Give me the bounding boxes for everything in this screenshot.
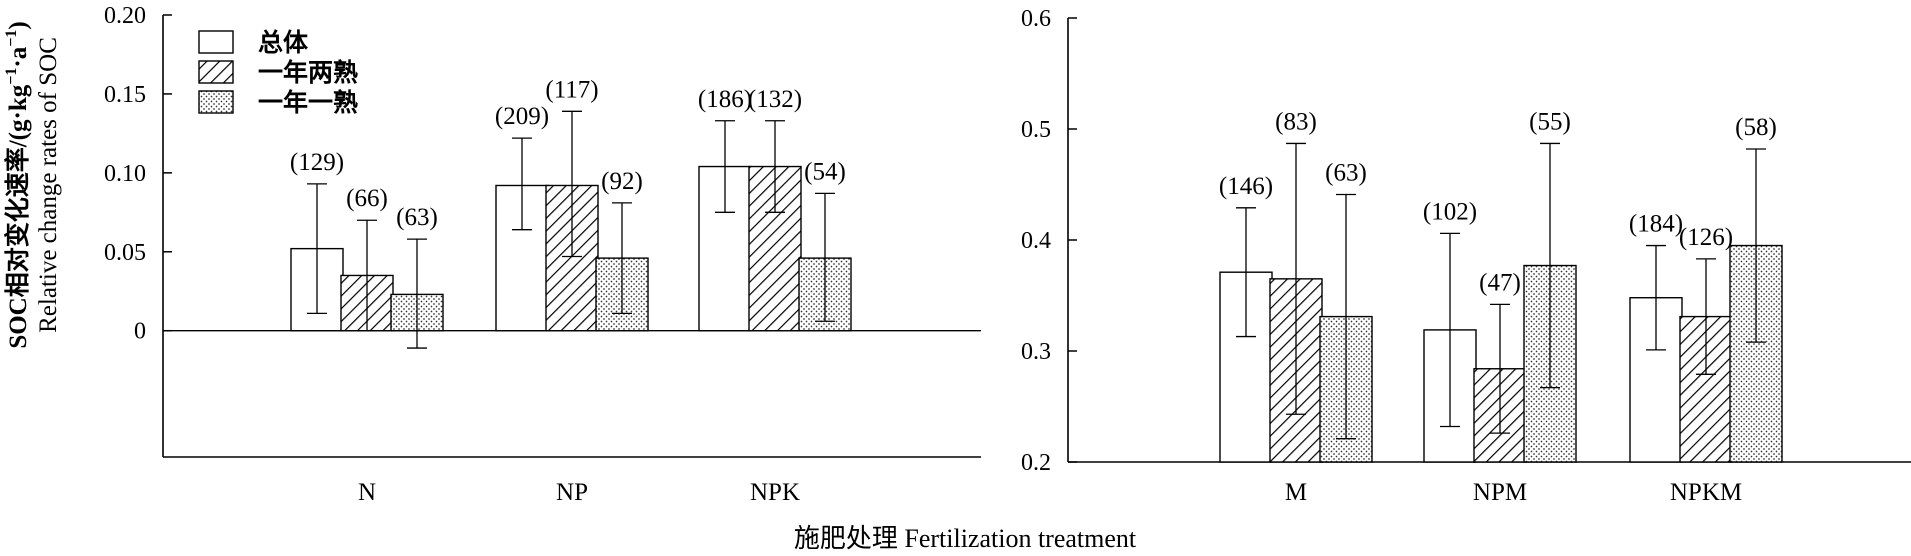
x-category-label: M — [1285, 479, 1307, 506]
y-tick-label: 0.3 — [1021, 339, 1051, 365]
sample-size-label: (102) — [1423, 198, 1477, 225]
y-axis-title: SOC相对变化速率/(g·kg−1·a−1) Relative change r… — [3, 21, 62, 348]
sample-size-label: (186) — [698, 86, 752, 113]
sample-size-label: (83) — [1275, 108, 1317, 135]
sample-size-label: (126) — [1679, 224, 1733, 251]
y-tick-label: 0.5 — [1021, 117, 1051, 143]
y-tick-label: 0.20 — [104, 3, 146, 29]
y-tick-label: 0.4 — [1021, 228, 1051, 254]
sample-size-label: (54) — [804, 158, 846, 185]
legend-label: 一年两熟 — [258, 58, 358, 87]
x-category-label: NP — [556, 479, 588, 506]
y-tick-label: 0 — [134, 319, 146, 345]
y-tick-label: 0.15 — [104, 82, 146, 108]
sample-size-label: (63) — [1325, 159, 1367, 186]
x-axis-title: 施肥处理 Fertilization treatment — [794, 524, 1137, 553]
sample-size-label: (184) — [1629, 211, 1683, 238]
right-panel: 0.2 0.3 0.4 0.5 0.6 M NPM NPKM (146) (102) (184) (8… — [1021, 6, 1911, 506]
sample-size-label: (117) — [545, 76, 598, 103]
sample-size-label: (129) — [290, 149, 344, 176]
sample-size-label: (209) — [495, 103, 549, 130]
legend-swatch — [198, 30, 234, 54]
y-axis-title-cn: SOC相对变化速率/(g·kg−1·a−1) — [3, 21, 32, 348]
sample-size-label: (146) — [1219, 173, 1273, 200]
sample-size-label: (63) — [396, 204, 438, 231]
legend-swatch — [198, 60, 234, 84]
y-axis-title-en: Relative change rates of SOC — [35, 37, 62, 333]
y-tick-label: 0.6 — [1021, 6, 1051, 32]
x-category-label: NPM — [1473, 479, 1527, 506]
sample-size-label: (58) — [1735, 114, 1777, 141]
x-category-label: NPKM — [1670, 479, 1742, 506]
sample-size-label: (47) — [1479, 269, 1521, 296]
x-category-label: NPK — [750, 479, 800, 506]
sample-size-label: (92) — [601, 168, 643, 195]
sample-size-label: (55) — [1529, 108, 1571, 135]
left-panel: 0 0.05 0.10 0.15 0.20 N NP NPK (129) (209) (186) (6… — [104, 3, 981, 506]
legend-label: 一年一熟 — [258, 88, 358, 117]
y-tick-label: 0.10 — [104, 161, 146, 187]
y-tick-label: 0.05 — [104, 240, 146, 266]
sample-size-label: (132) — [748, 86, 802, 113]
sample-size-label: (66) — [346, 185, 388, 212]
legend-label: 总体 — [258, 29, 309, 57]
y-tick-label: 0.2 — [1021, 450, 1051, 476]
legend-swatch — [198, 90, 234, 114]
x-category-label: N — [358, 479, 376, 506]
